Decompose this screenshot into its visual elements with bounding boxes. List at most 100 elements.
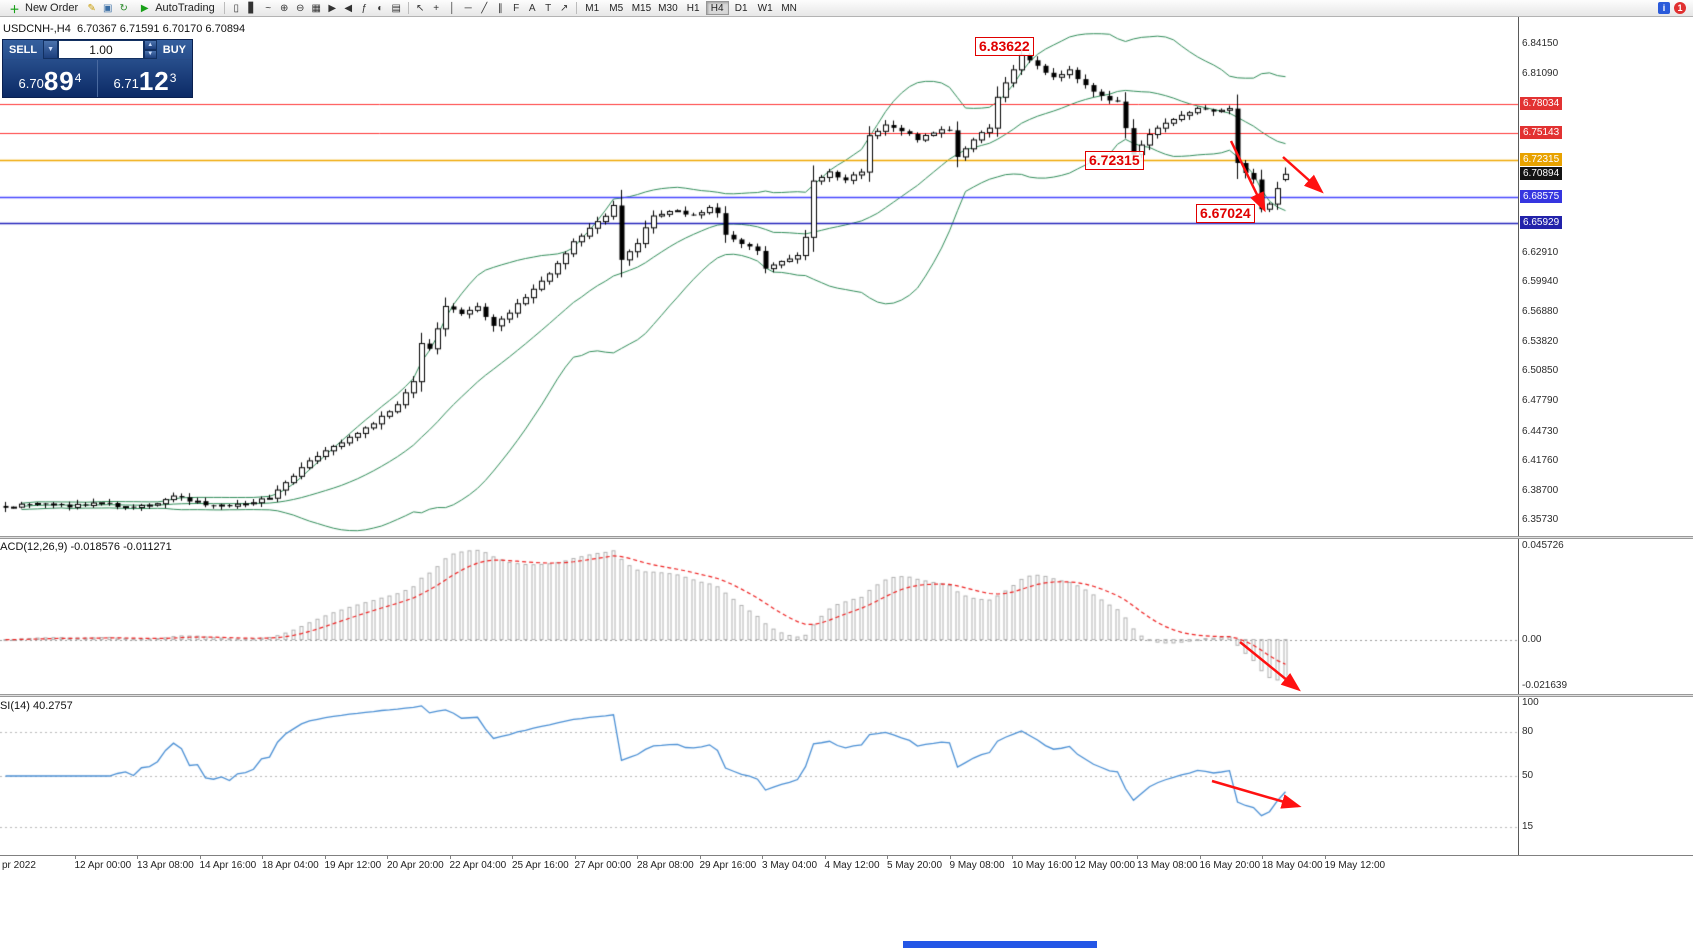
chart-shift-icon[interactable]: ◀ (341, 1, 356, 15)
toolbar-separator (223, 2, 225, 14)
time-tick (699, 856, 701, 859)
channel-icon[interactable]: ∥ (493, 1, 508, 15)
time-tick (324, 856, 326, 859)
price-tag: 6.72315 (1520, 153, 1563, 167)
price-tag: 6.70894 (1520, 167, 1563, 181)
candlestick-chart-icon[interactable]: ▯ (229, 1, 244, 15)
tile-windows-icon[interactable]: ▦ (309, 1, 324, 15)
indicator-axis-label: 0.045726 (1522, 540, 1564, 551)
zoom-in-icon[interactable]: ⊕ (277, 1, 292, 15)
timeframe-m5-button[interactable]: M5 (605, 1, 628, 15)
cursor-icon[interactable]: ↖ (413, 1, 428, 15)
time-tick (1137, 856, 1138, 859)
timeframe-w1-button[interactable]: W1 (754, 1, 777, 15)
new-order-icon: ＋ (9, 4, 20, 16)
lot-increase-button[interactable]: ▲ (143, 40, 157, 50)
arrows-icon[interactable]: ↗ (557, 1, 572, 15)
price-tick: 6.38700 (1522, 484, 1559, 496)
buy-button[interactable]: BUY (157, 40, 192, 59)
sell-price-pip: 4 (74, 71, 82, 85)
buy-price[interactable]: 6.71 12 3 (98, 60, 192, 97)
bar-chart-icon[interactable]: ▋ (245, 1, 260, 15)
rsi-panel-splitter[interactable] (0, 694, 1693, 697)
accounts-icon[interactable]: ▣ (100, 1, 115, 15)
chart-ohlc-header: USDCNH-,H4 6.70367 6.71591 6.70170 6.708… (3, 23, 246, 35)
rsi-label: RSI(14) 40.2757 (0, 700, 73, 712)
lot-size-input[interactable] (58, 40, 144, 59)
time-label: 13 Apr 08:00 (137, 860, 194, 871)
taskbar-fragment[interactable] (903, 941, 1097, 948)
messages-icon[interactable]: i (1658, 2, 1670, 14)
auto-scroll-icon[interactable]: ▶ (325, 1, 340, 15)
price-tick: 6.81090 (1522, 68, 1559, 80)
price-annotation-label[interactable]: 6.83622 (975, 37, 1034, 56)
indicator-axis-label: 0.00 (1522, 633, 1542, 645)
timeframe-h4-button[interactable]: H4 (705, 1, 729, 15)
time-tick (199, 856, 201, 859)
indicator-axis-label: 80 (1522, 726, 1534, 738)
label-icon[interactable]: T (541, 1, 556, 15)
autotrading-icon: ▶ (140, 2, 149, 14)
main-chart-canvas[interactable] (0, 17, 1518, 536)
new-order-button[interactable]: ＋ New Order (2, 1, 83, 16)
time-label: 20 Apr 20:00 (387, 860, 444, 871)
timeframe-mn-button[interactable]: MN (778, 1, 801, 15)
time-tick (262, 856, 263, 859)
time-label: 27 Apr 00:00 (574, 860, 632, 871)
timeframe-d1-button[interactable]: D1 (730, 1, 753, 15)
time-label: 19 Apr 12:00 (324, 860, 382, 871)
time-tick (449, 856, 451, 859)
price-tick: 6.41760 (1522, 454, 1559, 466)
trade-panel-controls: SELL ▼ ▲ ▼ BUY (3, 40, 192, 60)
sell-button[interactable]: SELL (3, 40, 43, 59)
buy-price-big: 12 (138, 66, 170, 96)
price-tick: 6.56880 (1522, 306, 1559, 318)
macd-panel-canvas[interactable] (0, 539, 1518, 694)
autotrading-label: AutoTrading (155, 2, 215, 14)
crosshair-icon[interactable]: + (429, 1, 444, 15)
macd-panel-splitter[interactable] (0, 536, 1693, 539)
time-axis[interactable]: pr 2022 12 Apr 00:00 13 Apr 08:00 14 Apr 16… (0, 855, 1693, 872)
horizontal-line-icon[interactable]: ─ (461, 1, 476, 15)
price-tick: 6.84150 (1522, 38, 1559, 49)
vertical-line-icon[interactable]: │ (445, 1, 460, 15)
timeframe-m15-button[interactable]: M15 (629, 1, 654, 15)
time-label: 10 May 16:00 (1012, 860, 1073, 871)
price-tag: 6.65929 (1520, 216, 1563, 230)
price-tick: 6.50850 (1522, 365, 1559, 377)
timeframe-m1-button[interactable]: M1 (581, 1, 604, 15)
time-label: 12 May 00:00 (1074, 860, 1136, 871)
templates-icon[interactable]: ▤ (389, 1, 404, 15)
rsi-panel-canvas[interactable] (0, 697, 1518, 855)
price-tag: 6.68575 (1520, 190, 1563, 204)
fibonacci-icon[interactable]: F (509, 1, 524, 15)
indicator-axis-label: -0.021639 (1522, 680, 1568, 691)
zoom-out-icon[interactable]: ⊖ (293, 1, 308, 15)
line-chart-icon[interactable]: ~ (261, 1, 276, 15)
text-icon[interactable]: A (525, 1, 540, 15)
new-order-label: New Order (25, 2, 79, 14)
time-tick (1199, 856, 1201, 859)
price-tick: 6.44730 (1522, 425, 1559, 437)
indicator-axis-label: 15 (1522, 821, 1534, 833)
sell-price[interactable]: 6.70 89 4 (3, 60, 98, 97)
time-tick (574, 856, 576, 859)
price-tag: 6.75143 (1520, 125, 1563, 139)
indicators-icon[interactable]: ƒ (357, 1, 372, 15)
order-type-dropdown[interactable]: ▼ (43, 40, 59, 59)
editor-icon[interactable]: ✎ (84, 1, 99, 15)
notifications-badge[interactable]: 1 (1674, 2, 1686, 14)
timeframe-m30-button[interactable]: M30 (655, 1, 680, 15)
periods-icon[interactable]: ◐ (373, 1, 388, 15)
macd-label: MACD(12,26,9) -0.018576 -0.011271 (0, 541, 172, 553)
refresh-icon[interactable]: ↻ (116, 1, 131, 15)
lot-stepper: ▲ ▼ (143, 40, 157, 59)
trendline-icon[interactable]: ╱ (477, 1, 492, 15)
lot-decrease-button[interactable]: ▼ (143, 49, 157, 59)
autotrading-button[interactable]: ▶ AutoTrading (132, 1, 220, 16)
timeframe-h1-button[interactable]: H1 (682, 1, 705, 15)
price-annotation-label[interactable]: 6.67024 (1196, 204, 1255, 223)
price-axis-separator (1518, 17, 1519, 855)
time-label: 12 Apr 00:00 (74, 860, 132, 871)
price-annotation-label[interactable]: 6.72315 (1085, 151, 1144, 170)
